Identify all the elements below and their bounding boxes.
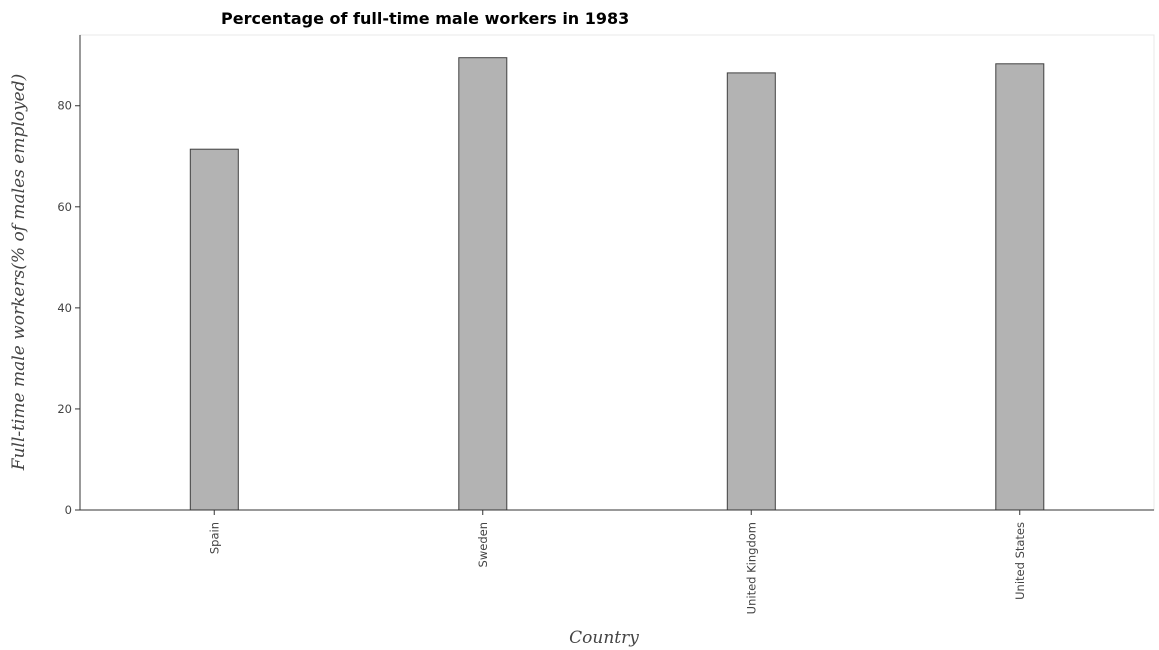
chart-title: Percentage of full-time male workers in … [221, 9, 629, 28]
y-tick-label: 60 [57, 200, 72, 214]
x-tick-label: United Kingdom [744, 522, 758, 614]
bar-united-states [995, 63, 1045, 511]
y-tick-label: 20 [57, 402, 72, 416]
x-tick-label: United States [1013, 522, 1027, 600]
x-tick-label: Sweden [476, 522, 490, 567]
y-axis: 0 20 40 60 80 [57, 35, 81, 517]
y-axis-label: Full-time male workers(% of males employ… [9, 74, 29, 471]
x-tick-label: Spain [207, 522, 221, 554]
y-tick-label: 0 [65, 503, 72, 517]
y-tick-label: 40 [57, 301, 72, 315]
bar-spain [189, 148, 239, 511]
bar-united-kingdom [726, 72, 776, 511]
x-axis: Spain Sweden United Kingdom United States [80, 509, 1154, 614]
plot-frame [79, 34, 1155, 511]
bars-group [189, 57, 1045, 511]
bar-sweden [458, 57, 508, 511]
x-axis-label: Country [569, 628, 639, 648]
y-tick-label: 80 [57, 99, 72, 113]
